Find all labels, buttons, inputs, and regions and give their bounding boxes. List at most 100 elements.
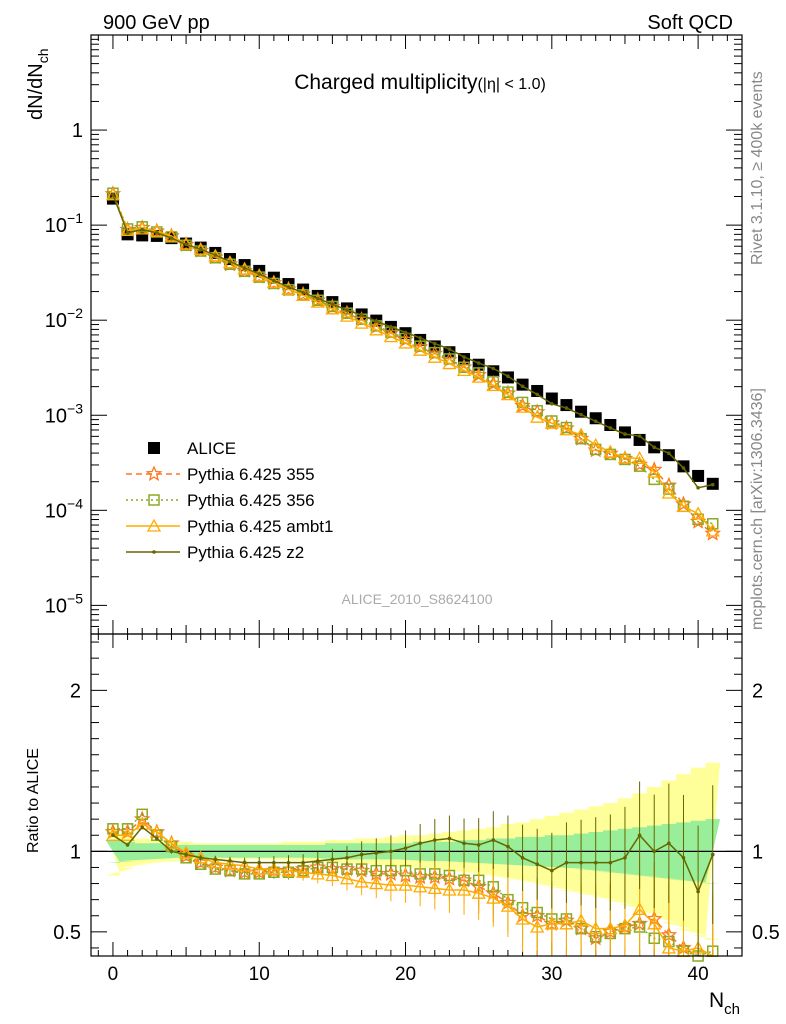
point (663, 483, 675, 495)
point (579, 412, 583, 417)
point (374, 851, 379, 855)
point (354, 874, 369, 888)
point (447, 836, 452, 841)
point (652, 445, 657, 450)
point (476, 361, 481, 365)
point (427, 881, 442, 895)
point (491, 838, 496, 842)
alice-point (487, 365, 500, 378)
series-z2 (111, 192, 715, 956)
point (462, 841, 466, 846)
point (257, 860, 262, 865)
point (432, 341, 437, 346)
point (456, 363, 472, 377)
point (442, 356, 457, 370)
point (345, 308, 349, 312)
point (125, 230, 130, 235)
ratio-ylabel: Ratio to ALICE (25, 748, 42, 853)
point (242, 266, 247, 270)
point (208, 248, 223, 262)
point (315, 859, 320, 863)
point (369, 876, 384, 890)
point (661, 940, 676, 954)
point (603, 921, 618, 935)
alice-point (692, 469, 705, 482)
ratio-tick-label-right: 0.5 (752, 922, 780, 944)
point (169, 849, 174, 854)
point (667, 841, 671, 846)
point (500, 387, 516, 401)
point (608, 860, 613, 865)
point (608, 426, 613, 430)
point (660, 476, 678, 493)
point (325, 868, 340, 882)
point (374, 319, 379, 323)
point (588, 921, 603, 935)
alice-point (560, 399, 573, 412)
point (184, 852, 188, 857)
point (506, 844, 510, 849)
point (398, 877, 413, 891)
point (704, 524, 722, 541)
legend-label: Pythia 6.425 z2 (187, 543, 304, 562)
ratio-tick-label-right: 1 (752, 841, 763, 863)
legend-label: Pythia 6.425 ambt1 (187, 517, 333, 536)
point (676, 498, 691, 512)
point (617, 918, 633, 932)
point (486, 378, 501, 392)
y-tick-label: 1 (72, 120, 83, 142)
axes-ticks: 0 10 20 30 40 10−5 10−4 10−3 10−2 10−1 1 0.5 0.5 1 1 2 2 (45, 34, 780, 985)
point (573, 913, 589, 927)
point (520, 384, 525, 389)
point (414, 340, 426, 352)
point (667, 451, 671, 455)
point (339, 871, 355, 885)
point (339, 308, 355, 322)
point (111, 192, 115, 197)
point (579, 860, 583, 865)
ratio-line (112, 818, 713, 957)
alice-point (575, 405, 588, 418)
point (296, 287, 311, 301)
y-tick-label: 10−4 (45, 495, 83, 522)
point (617, 450, 633, 464)
point (369, 322, 384, 336)
x-tick-label: 20 (395, 964, 416, 985)
point (564, 406, 569, 410)
ratio-tick-label-right: 2 (752, 680, 763, 702)
point (520, 855, 525, 860)
point (432, 838, 437, 842)
point (120, 827, 135, 841)
point (637, 434, 642, 438)
alice-point (604, 418, 617, 431)
point (623, 855, 627, 860)
analysis-label: ALICE_2010_S8624100 (341, 591, 492, 607)
main-ylabel: dN/dNch (25, 49, 51, 121)
ratio-tick-label-left: 2 (70, 680, 81, 702)
point (228, 859, 232, 863)
point (632, 451, 647, 465)
point (535, 862, 539, 867)
point (681, 855, 686, 860)
point (403, 846, 408, 850)
point (140, 825, 145, 829)
plot-frames (90, 34, 743, 957)
point (413, 879, 428, 893)
point (149, 223, 164, 237)
point (125, 843, 130, 847)
point (330, 857, 335, 862)
point (272, 278, 276, 283)
point (286, 860, 291, 865)
y-tick-label: 10−3 (45, 400, 83, 427)
point (418, 841, 422, 846)
y-tick-label: 10−1 (45, 210, 83, 237)
point (213, 253, 218, 257)
x-tick-label: 10 (249, 964, 270, 985)
point (456, 882, 472, 896)
point (325, 301, 340, 315)
point (310, 294, 325, 308)
point (710, 852, 715, 857)
point (105, 827, 121, 841)
point (623, 432, 627, 436)
point (706, 518, 719, 530)
